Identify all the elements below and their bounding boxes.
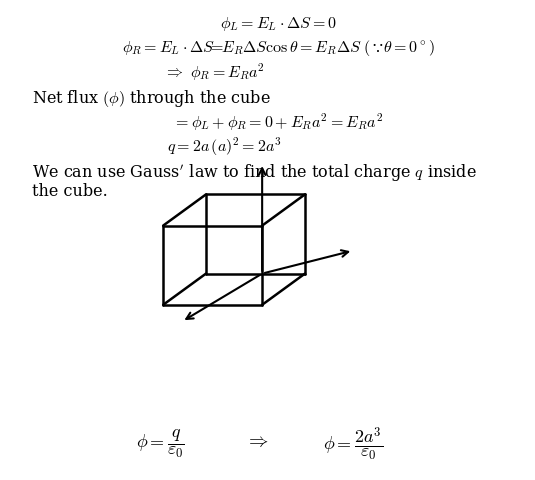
Text: $\phi_R = E_L \cdot \Delta S\!\!=\!\! E_R \Delta S \cos\theta = E_R \Delta S\ (\: $\phi_R = E_L \cdot \Delta S\!\!=\!\! E_…: [122, 38, 434, 58]
Text: $\phi = \dfrac{2a^3}{\varepsilon_0}$: $\phi = \dfrac{2a^3}{\varepsilon_0}$: [323, 425, 383, 463]
Text: $\phi = \dfrac{q}{\varepsilon_0}$: $\phi = \dfrac{q}{\varepsilon_0}$: [136, 428, 185, 460]
Text: $q = 2a\,(a)^2 = 2a^3$: $q = 2a\,(a)^2 = 2a^3$: [167, 135, 282, 157]
Text: the cube.: the cube.: [32, 183, 108, 201]
Text: $\phi_L = E_L \cdot \Delta S = 0$: $\phi_L = E_L \cdot \Delta S = 0$: [220, 15, 337, 33]
Text: $= \phi_L + \phi_R = 0 + E_R a^2 = E_R a^2$: $= \phi_L + \phi_R = 0 + E_R a^2 = E_R a…: [173, 112, 383, 133]
Text: $\Rightarrow$: $\Rightarrow$: [245, 432, 269, 451]
Text: We can use Gauss$^\prime$ law to find the total charge $q$ inside: We can use Gauss$^\prime$ law to find th…: [32, 163, 477, 184]
Text: $\Rightarrow\ \phi_R = E_R a^2$: $\Rightarrow\ \phi_R = E_R a^2$: [164, 61, 264, 83]
Text: Net flux $(\phi)$ through the cube: Net flux $(\phi)$ through the cube: [32, 88, 271, 109]
